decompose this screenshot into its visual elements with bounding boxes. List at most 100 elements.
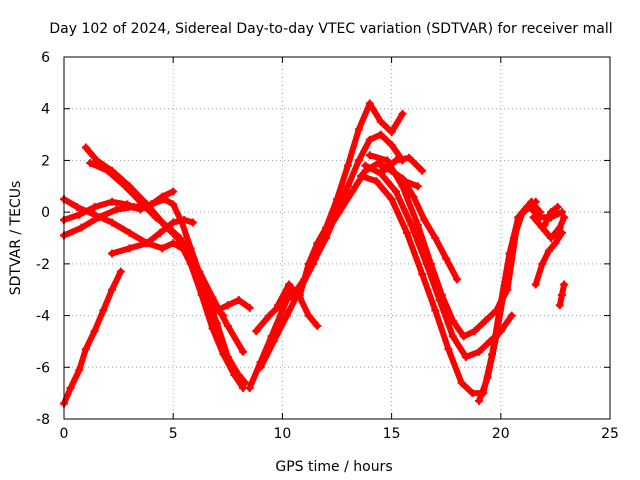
data-point	[175, 234, 184, 242]
series-track-9	[246, 100, 406, 391]
data-point	[468, 389, 477, 398]
data-point	[372, 177, 381, 186]
data-point	[108, 285, 117, 294]
data-point	[391, 156, 400, 165]
y-tick-label: -2	[36, 257, 50, 273]
series-track-8	[213, 297, 253, 314]
x-tick-label: 15	[383, 426, 401, 442]
data-point	[407, 221, 416, 230]
x-axis-label: GPS time / hours	[275, 459, 392, 475]
data-point	[158, 244, 167, 253]
data-point	[125, 244, 134, 253]
data-point	[123, 200, 132, 209]
data-point	[284, 280, 293, 289]
data-point	[245, 303, 254, 312]
data-point	[239, 347, 248, 356]
data-point	[387, 195, 396, 204]
y-tick-label: 0	[41, 205, 50, 221]
data-point	[245, 383, 254, 392]
plot-frame	[63, 56, 611, 420]
data-point	[560, 213, 569, 222]
data-point	[560, 280, 569, 289]
data-point	[461, 352, 470, 361]
data-point	[357, 171, 366, 180]
data-point	[108, 218, 117, 227]
data-point	[81, 143, 90, 152]
x-tick-label: 10	[273, 426, 291, 442]
data-point	[398, 109, 407, 118]
data-point	[398, 182, 407, 191]
series-track-18	[476, 198, 544, 404]
data-point	[241, 378, 250, 387]
data-point	[86, 159, 95, 168]
data-point	[387, 140, 396, 149]
series-track-4	[61, 196, 227, 319]
x-tick-label: 5	[169, 426, 178, 442]
data-point	[474, 396, 483, 405]
data-point	[361, 161, 370, 170]
data-point	[295, 293, 304, 302]
series-track-15	[366, 152, 565, 340]
data-point	[108, 197, 117, 206]
data-point	[66, 383, 75, 392]
x-tick-label: 20	[492, 426, 510, 442]
data-point	[335, 208, 344, 217]
data-point	[212, 306, 221, 315]
series-track-7	[61, 268, 124, 407]
data-point	[208, 301, 217, 310]
y-tick-label: 2	[41, 153, 50, 169]
y-tick-label: -4	[36, 309, 50, 325]
data-point	[116, 267, 125, 276]
data-point	[544, 246, 553, 255]
data-point	[557, 290, 566, 299]
data-point	[142, 239, 151, 248]
data-point	[547, 234, 556, 242]
data-point	[348, 187, 357, 196]
data-point	[223, 321, 232, 330]
data-point	[413, 182, 422, 191]
data-point	[453, 275, 462, 284]
data-point	[376, 117, 385, 126]
data-point	[507, 311, 516, 320]
data-point	[481, 316, 490, 325]
data-point	[509, 234, 518, 242]
data-point	[405, 153, 414, 162]
data-point	[442, 254, 451, 263]
y-tick-label: 6	[41, 50, 50, 66]
data-point	[555, 301, 564, 310]
data-point	[343, 161, 352, 170]
data-point	[391, 187, 400, 196]
data-point	[555, 223, 564, 232]
data-point	[90, 202, 99, 211]
data-point	[376, 169, 385, 178]
data-point	[282, 311, 291, 320]
data-point	[169, 239, 178, 248]
data-point	[75, 365, 84, 374]
data-point	[383, 156, 392, 165]
data-point	[501, 280, 510, 289]
data-point	[459, 332, 468, 341]
data-point	[470, 327, 479, 336]
data-point	[265, 311, 274, 320]
data-point	[180, 215, 189, 224]
series-track-1	[82, 144, 247, 391]
data-point	[402, 228, 411, 237]
data-point	[557, 208, 566, 217]
data-point	[387, 127, 396, 136]
data-point	[444, 345, 453, 354]
data-point	[547, 208, 556, 217]
data-point	[557, 228, 566, 237]
data-point	[77, 223, 86, 232]
data-point	[223, 301, 232, 310]
data-point	[94, 213, 103, 222]
y-tick-label: -6	[36, 360, 50, 376]
data-point	[151, 213, 160, 222]
axis-ticks: 0 5 10 15 20 25 -8 -6 -4 -2 0 2 4 6	[36, 50, 619, 442]
data-point	[483, 373, 492, 382]
data-point	[219, 311, 228, 320]
data-point	[540, 221, 549, 230]
data-point	[269, 337, 278, 346]
data-point	[73, 202, 82, 211]
data-point	[322, 228, 331, 237]
